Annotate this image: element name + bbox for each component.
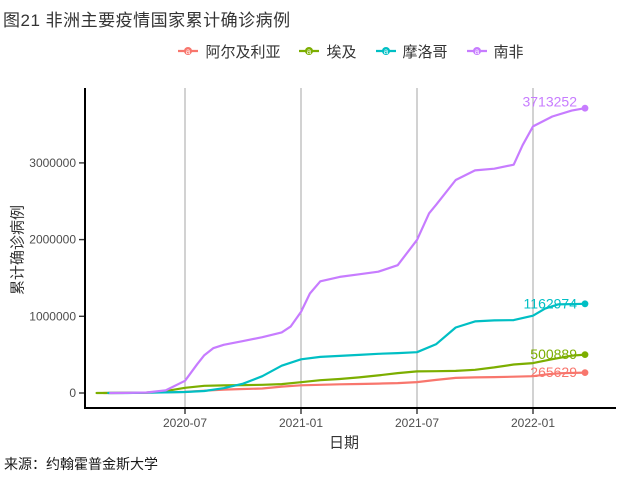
chart-title: 图21 非洲主要疫情国家累计确诊病例 [3,11,291,30]
legend-item-1: a 阿尔及利亚 [177,41,280,62]
legend: a 阿尔及利亚 a 埃及 a 摩洛哥 a 南非 [85,38,616,64]
legend-label: 埃及 [326,43,357,61]
end-value-label-3: 1162974 [524,295,578,311]
svg-text:a: a [307,47,312,56]
x-tick-label: 2022-01 [511,416,555,430]
legend-key-icon: a [299,47,320,56]
legend-key-icon: a [375,47,396,56]
y-tick-label: 2000000 [29,233,76,247]
legend-label: 摩洛哥 [402,43,448,61]
y-tick-label: 1000000 [29,309,76,323]
source-note: 来源：约翰霍普金斯大学 [4,456,158,472]
legend-label: 阿尔及利亚 [205,43,281,61]
svg-text:a: a [383,47,388,56]
y-tick-label: 0 [69,386,76,400]
legend-key-icon: a [178,47,199,56]
end-value-label-1: 265629 [530,364,577,380]
series-line-3 [107,302,587,395]
legend-item-4: a 南非 [466,41,524,62]
series-endpoint-4 [581,104,589,112]
series-line-2 [95,353,587,395]
x-tick-label: 2021-07 [395,416,439,430]
end-value-label-4: 3713252 [522,94,577,110]
x-axis-title: 日期 [328,434,360,452]
series-endpoint-1 [581,369,589,376]
end-value-label-2: 500889 [530,346,577,362]
legend-item-2: a 埃及 [298,41,357,62]
series-endpoint-2 [581,351,589,358]
x-tick-label: 2021-01 [279,416,323,430]
series-line-4 [109,107,587,395]
legend-item-3: a 摩洛哥 [375,41,448,62]
y-axis-title: 累计确诊病例 [9,204,27,296]
series-endpoint-3 [581,300,589,308]
svg-text:a: a [186,47,191,56]
x-tick-label: 2020-07 [163,416,207,430]
legend-label: 南非 [493,43,524,61]
svg-text:a: a [474,47,479,56]
legend-key-icon: a [466,47,487,56]
y-tick-label: 3000000 [29,156,76,170]
